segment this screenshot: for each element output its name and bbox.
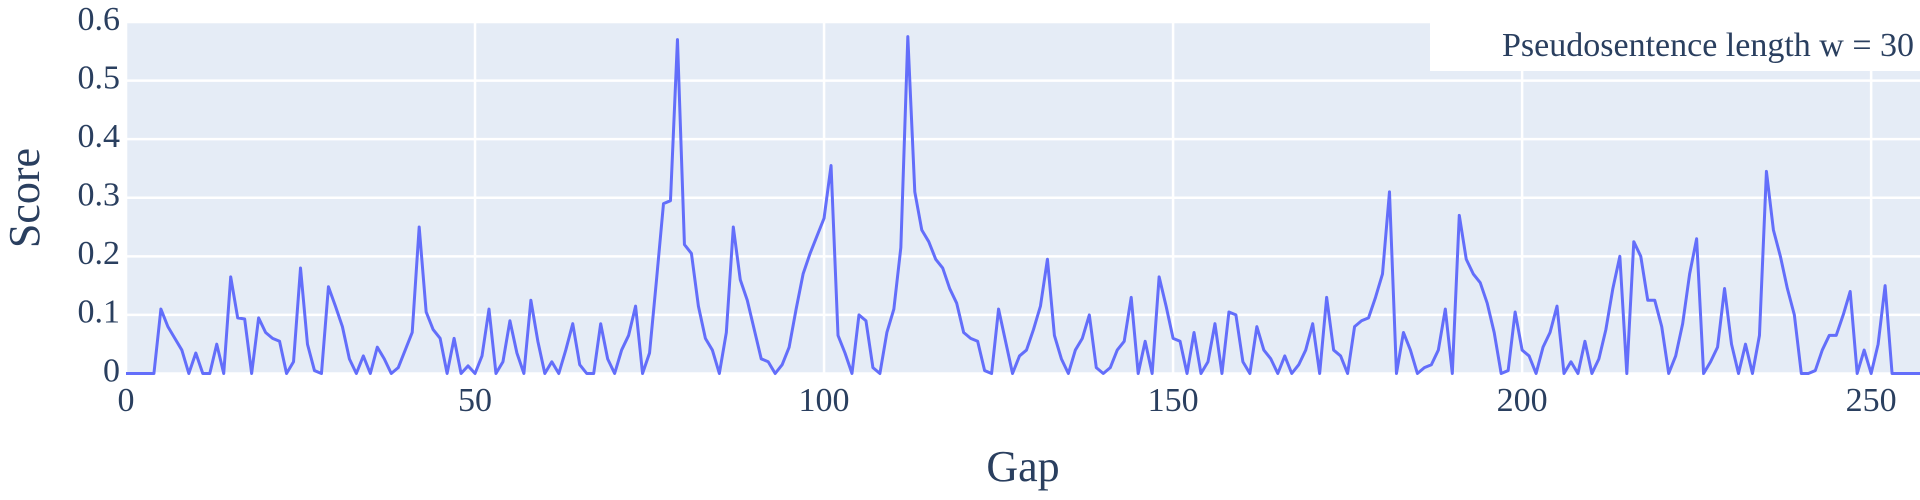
x-tick-label: 200	[1497, 382, 1548, 419]
x-tick-label: 250	[1846, 382, 1897, 419]
y-tick-label: 0.4	[78, 118, 121, 155]
y-tick-label: 0.5	[78, 59, 121, 96]
x-tick-label: 50	[458, 382, 492, 419]
x-tick-label: 100	[799, 382, 850, 419]
x-axis-title: Gap	[986, 442, 1059, 491]
y-tick-label: 0.1	[78, 294, 121, 331]
x-tick-label: 150	[1148, 382, 1199, 419]
y-tick-label: 0.6	[78, 1, 121, 38]
y-tick-label: 0.2	[78, 235, 121, 272]
y-tick-label: 0.3	[78, 177, 121, 214]
data-line	[126, 35, 1920, 375]
annotation: Pseudosentence length w = 30	[1502, 27, 1914, 64]
y-tick-label: 0	[103, 352, 120, 389]
y-axis-title: Score	[0, 148, 49, 248]
x-tick-label: 0	[118, 382, 135, 419]
annotation-box	[1430, 22, 1920, 71]
